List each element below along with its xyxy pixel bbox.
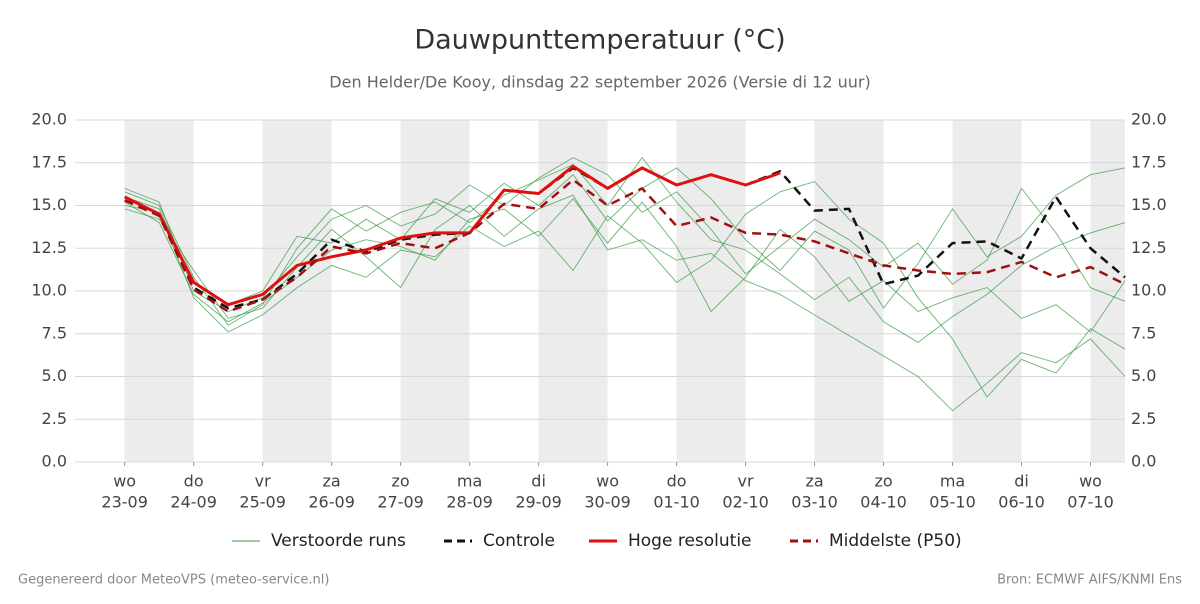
x-tick-label: zo xyxy=(392,472,410,491)
y-tick-label: 7.5 xyxy=(42,323,67,342)
y2-tick-label: 0.0 xyxy=(1131,452,1156,471)
y2-tick-label: 10.0 xyxy=(1131,281,1167,300)
y-tick-label: 2.5 xyxy=(42,409,67,428)
y2-tick-label: 17.5 xyxy=(1131,152,1167,171)
y2-tick-label: 20.0 xyxy=(1131,110,1167,129)
y-tick-label: 17.5 xyxy=(31,152,67,171)
y-tick-label: 10.0 xyxy=(31,281,67,300)
y2-tick-label: 7.5 xyxy=(1131,323,1156,342)
x-tick-label: wo xyxy=(596,472,619,491)
x-tick-date: 04-10 xyxy=(860,493,907,512)
ensemble-line xyxy=(124,194,1126,412)
chart-title: Dauwpunttemperatuur (°C) xyxy=(414,25,785,56)
x-tick-date: 25-09 xyxy=(239,493,286,512)
x-tick-label: wo xyxy=(1079,472,1102,491)
x-tick-label: vr xyxy=(255,472,271,491)
x-tick-date: 07-10 xyxy=(1067,493,1114,512)
legend-label: Hoge resolutie xyxy=(628,531,752,551)
x-tick-date: 23-09 xyxy=(101,493,148,512)
x-tick-date: 06-10 xyxy=(998,493,1045,512)
x-tick-label: do xyxy=(667,472,687,491)
x-tick-date: 28-09 xyxy=(446,493,493,512)
footer-left: Gegenereerd door MeteoVPS (meteo-service… xyxy=(18,573,329,588)
y-tick-label: 12.5 xyxy=(31,238,67,257)
y2-tick-label: 12.5 xyxy=(1131,238,1167,257)
y-tick-label: 0.0 xyxy=(42,452,67,471)
x-tick-date: 02-10 xyxy=(722,493,769,512)
x-tick-date: 03-10 xyxy=(791,493,838,512)
x-tick-label: ma xyxy=(457,472,482,491)
x-tick-label: di xyxy=(531,472,546,491)
legend-label: Verstoorde runs xyxy=(271,531,406,551)
x-tick-label: di xyxy=(1014,472,1029,491)
x-tick-label: ma xyxy=(940,472,965,491)
y2-tick-label: 5.0 xyxy=(1131,366,1156,385)
ensemble-line xyxy=(124,181,1126,398)
ensemble-line xyxy=(124,167,1126,309)
x-tick-label: vr xyxy=(738,472,754,491)
x-tick-label: zo xyxy=(874,472,892,491)
ensemble-line xyxy=(124,156,1126,343)
x-tick-date: 29-09 xyxy=(515,493,562,512)
ensemble-line xyxy=(124,157,1126,313)
series-line xyxy=(124,164,781,307)
x-tick-date: 01-10 xyxy=(653,493,700,512)
x-tick-date: 30-09 xyxy=(584,493,631,512)
x-tick-date: 26-09 xyxy=(308,493,355,512)
x-tick-date: 27-09 xyxy=(377,493,424,512)
y-tick-label: 15.0 xyxy=(31,195,67,214)
legend-label: Controle xyxy=(483,531,555,551)
x-tick-label: wo xyxy=(113,472,136,491)
y-tick-label: 5.0 xyxy=(42,366,67,385)
x-tick-date: 24-09 xyxy=(170,493,217,512)
chart-subtitle: Den Helder/De Kooy, dinsdag 22 september… xyxy=(329,73,870,92)
y-tick-label: 20.0 xyxy=(31,110,67,129)
series-line xyxy=(124,178,1126,313)
legend-label: Middelste (P50) xyxy=(829,531,962,551)
y2-tick-label: 2.5 xyxy=(1131,409,1156,428)
y2-tick-label: 15.0 xyxy=(1131,195,1167,214)
x-tick-label: za xyxy=(805,472,823,491)
footer-right: Bron: ECMWF AIFS/KNMI Ens xyxy=(997,573,1182,588)
x-tick-label: za xyxy=(323,472,341,491)
x-tick-date: 05-10 xyxy=(929,493,976,512)
x-tick-label: do xyxy=(184,472,204,491)
